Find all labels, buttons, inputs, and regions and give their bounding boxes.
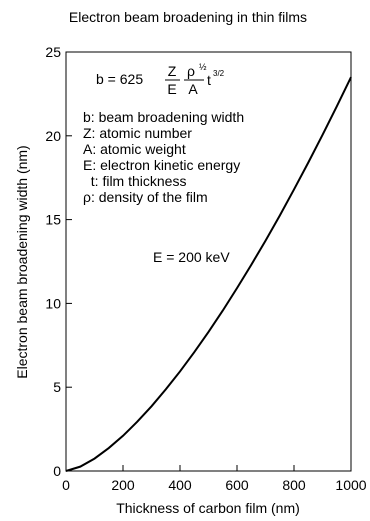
formula-a: A bbox=[188, 81, 198, 97]
x-axis-label: Thickness of carbon film (nm) bbox=[116, 500, 300, 516]
formula-rho-exponent: ½ bbox=[199, 62, 207, 72]
energy-annotation: E = 200 keV bbox=[153, 249, 230, 265]
formula-annotation: b = 625 Z E ρ ½ A t 3/2 bbox=[96, 62, 225, 97]
formula-z: Z bbox=[168, 63, 177, 79]
formula-rho: ρ bbox=[187, 63, 195, 79]
x-tick-label: 0 bbox=[62, 477, 70, 493]
x-tick-label: 600 bbox=[225, 477, 249, 493]
formula-t: t bbox=[207, 72, 211, 88]
legend-line-a: A: atomic weight bbox=[83, 141, 186, 157]
data-line bbox=[65, 76, 352, 472]
y-tick-label: 25 bbox=[45, 44, 61, 60]
x-axis-ticks: 0 200 400 600 800 1000 bbox=[62, 465, 367, 493]
variable-legend: b: beam broadening width Z: atomic numbe… bbox=[83, 109, 244, 205]
legend-line-z: Z: atomic number bbox=[83, 125, 192, 141]
legend-line-t: t: film thickness bbox=[83, 173, 186, 189]
x-tick-label: 800 bbox=[282, 477, 306, 493]
chart-title: Electron beam broadening in thin films bbox=[69, 9, 307, 25]
legend-line-b: b: beam broadening width bbox=[83, 109, 244, 125]
formula-lhs: b = 625 bbox=[96, 71, 143, 87]
legend-line-e: E: electron kinetic energy bbox=[83, 157, 240, 173]
x-tick-label: 400 bbox=[168, 477, 192, 493]
y-axis-label: Electron beam broadening width (nm) bbox=[14, 145, 30, 378]
x-tick-label: 1000 bbox=[335, 477, 366, 493]
y-tick-label: 15 bbox=[45, 212, 61, 228]
y-tick-label: 5 bbox=[53, 379, 61, 395]
y-tick-label: 20 bbox=[45, 128, 61, 144]
formula-e: E bbox=[167, 81, 176, 97]
y-axis-ticks: 0 5 10 15 20 25 bbox=[45, 44, 72, 479]
y-tick-label: 10 bbox=[45, 295, 61, 311]
formula-t-exponent: 3/2 bbox=[213, 69, 225, 78]
y-tick-label: 0 bbox=[53, 463, 61, 479]
legend-line-rho: ρ: density of the film bbox=[83, 189, 208, 205]
plot-frame bbox=[65, 51, 352, 472]
x-tick-label: 200 bbox=[111, 477, 135, 493]
